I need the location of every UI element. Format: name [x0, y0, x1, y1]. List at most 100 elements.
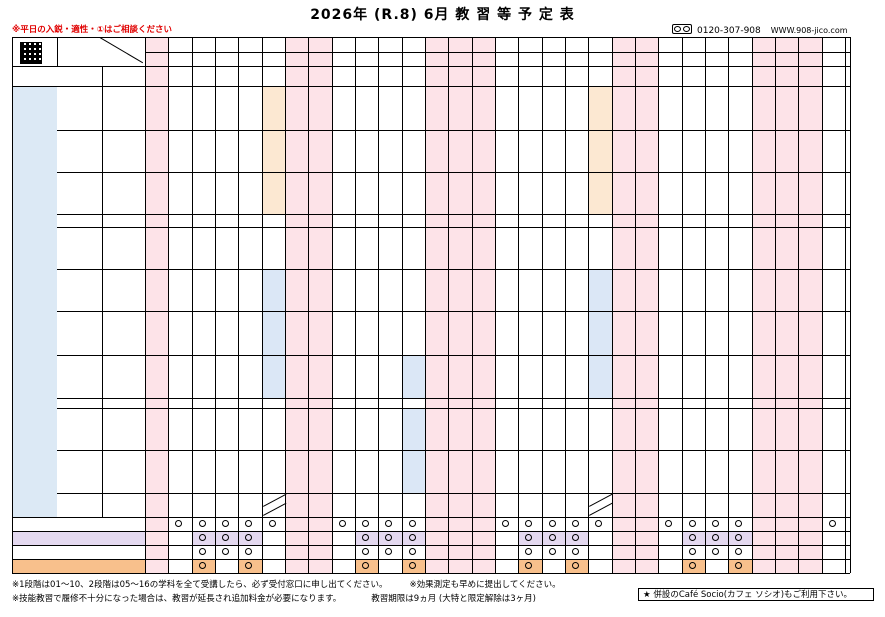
- available-circle: [525, 547, 533, 555]
- available-circle: [338, 519, 346, 527]
- lecture-cell: [401, 408, 425, 450]
- day-column-line: [145, 37, 146, 573]
- cafe-notice-box: ★ 併設のCafé Socio(カフェ ソシオ)もご利用下さい。: [638, 588, 874, 601]
- header-line: [12, 66, 850, 67]
- row-bg-orange: [12, 559, 145, 573]
- available-circle: [712, 519, 720, 527]
- period-room-divider: [102, 66, 103, 517]
- available-circle: [572, 561, 580, 569]
- closed-day-column: [774, 37, 799, 573]
- schedule-sidebar: [12, 86, 57, 517]
- period-row-line: [57, 408, 850, 409]
- available-circle: [525, 519, 533, 527]
- weekday-notice: ※平日の入鋭・適性・①はご相談ください: [12, 25, 172, 35]
- day-column-line: [424, 37, 426, 573]
- period-row-line: [57, 227, 850, 228]
- day-column-line: [774, 37, 776, 573]
- footer-note-2b: 教習期限は9ヵ月 (大特と限定解除は3ヶ月): [371, 594, 536, 604]
- special-exam-cell: [588, 86, 612, 214]
- day-column-line: [354, 37, 356, 573]
- closed-day-column: [798, 37, 822, 573]
- closed-day-column: [634, 37, 659, 573]
- available-circle: [408, 561, 416, 569]
- day-column-line: [564, 37, 566, 573]
- header-line: [57, 37, 58, 66]
- available-circle: [408, 533, 416, 541]
- available-circle: [198, 547, 206, 555]
- day-column-line: [821, 37, 823, 573]
- available-circle: [572, 519, 580, 527]
- row-bg-lavender: [12, 531, 145, 545]
- day-column-line: [704, 37, 706, 573]
- day-column-line: [494, 37, 496, 573]
- lecture-cell: [588, 311, 612, 355]
- available-circle: [362, 533, 370, 541]
- available-circle: [548, 519, 556, 527]
- available-circle: [548, 533, 556, 541]
- day-column-line: [844, 37, 846, 573]
- available-circle: [245, 533, 253, 541]
- footer-note-1a: ※1段階は01～10、2段階は05～16の学科を全て受講したら、必ず受付窓口に申…: [12, 580, 388, 590]
- closed-day-column: [284, 37, 309, 573]
- footer-note-2a: ※技能教習で履修不十分になった場合は、教習が延長され追加料金が必要になります。: [12, 594, 342, 604]
- available-circle: [572, 533, 580, 541]
- closed-day-column: [424, 37, 449, 573]
- day-column-line: [471, 37, 473, 573]
- page-title: 2026年 (R.8) 6月 教 習 等 予 定 表: [310, 7, 575, 23]
- available-circle: [245, 519, 253, 527]
- available-circle: [222, 533, 230, 541]
- available-circle: [222, 547, 230, 555]
- day-column-line: [588, 37, 590, 573]
- bottom-row-line: [12, 545, 850, 546]
- period-row-line: [57, 493, 850, 494]
- available-circle: [688, 533, 696, 541]
- special-exam-cell: [261, 86, 285, 214]
- lecture-cell: [261, 355, 285, 398]
- day-column-line: [634, 37, 636, 573]
- available-circle: [712, 547, 720, 555]
- available-circle: [362, 519, 370, 527]
- day-column-line: [331, 37, 333, 573]
- available-circle: [688, 547, 696, 555]
- bottom-row-line: [12, 559, 850, 560]
- available-circle: [525, 561, 533, 569]
- grid-border: [12, 37, 13, 573]
- bottom-row-line: [12, 531, 850, 532]
- qr-code-icon: [20, 42, 42, 64]
- closed-day-column: [145, 37, 169, 573]
- day-column-line: [448, 37, 450, 573]
- header-line: [145, 52, 850, 53]
- available-circle: [688, 519, 696, 527]
- available-circle: [735, 533, 743, 541]
- available-circle: [712, 533, 720, 541]
- grid-border: [12, 573, 850, 574]
- period-row-line: [57, 311, 850, 312]
- day-column-line: [284, 37, 286, 573]
- available-circle: [198, 561, 206, 569]
- lecture-cell: [401, 450, 425, 493]
- available-circle: [385, 533, 393, 541]
- lecture-cell: [261, 311, 285, 355]
- available-circle: [735, 547, 743, 555]
- lecture-cell: [261, 269, 285, 311]
- available-circle: [548, 547, 556, 555]
- closed-day-column: [611, 37, 635, 573]
- available-circle: [268, 519, 276, 527]
- day-column-line: [214, 37, 216, 573]
- day-column-line: [168, 37, 170, 573]
- closed-day-column: [471, 37, 495, 573]
- phone-number[interactable]: 0120-307-908: [697, 26, 761, 36]
- available-circle: [735, 519, 743, 527]
- day-column-line: [798, 37, 800, 573]
- grid-border: [850, 37, 851, 573]
- day-column-line: [191, 37, 193, 573]
- website-url[interactable]: WWW.908-jico.com: [770, 26, 848, 35]
- header-diagonal: [99, 37, 144, 64]
- schedule-grid: [12, 37, 851, 574]
- lecture-cell: [588, 355, 612, 398]
- available-circle: [408, 547, 416, 555]
- period-row-line: [57, 269, 850, 270]
- available-circle: [362, 547, 370, 555]
- day-column-line: [751, 37, 753, 573]
- available-circle: [222, 519, 230, 527]
